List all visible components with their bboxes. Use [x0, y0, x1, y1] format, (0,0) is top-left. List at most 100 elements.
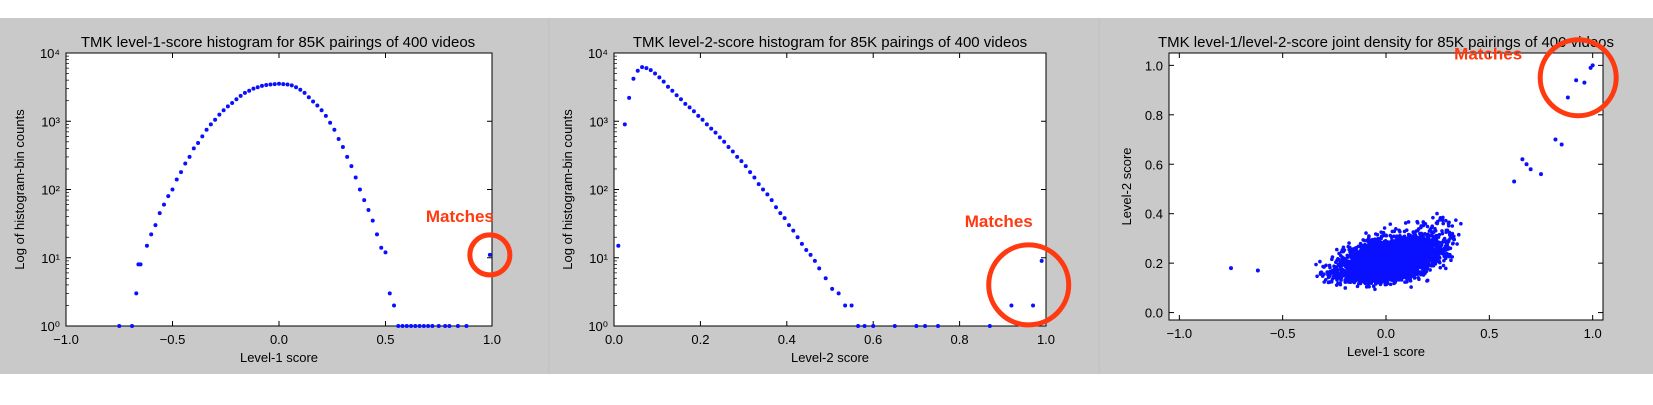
y-tick-label: 10⁴ [588, 46, 608, 61]
x-tick-label: −0.5 [160, 332, 186, 347]
data-point [426, 324, 431, 328]
data-point [294, 85, 299, 90]
data-point [217, 112, 222, 117]
data-point [769, 198, 774, 203]
x-axis-label: Level-1 score [240, 350, 318, 365]
density-point [1378, 279, 1383, 284]
density-point [1441, 221, 1446, 226]
density-point [1425, 224, 1430, 229]
density-point [1403, 252, 1407, 257]
density-point [1354, 253, 1359, 258]
density-point [1360, 251, 1365, 255]
density-point [1339, 267, 1344, 272]
density-point [1393, 258, 1397, 262]
data-point [332, 127, 337, 132]
density-point [1440, 229, 1444, 233]
data-point [862, 324, 867, 328]
y-axis-label: Log of histogram-bin counts [560, 109, 575, 270]
density-point [1359, 277, 1364, 282]
y-tick-label: 10⁴ [40, 46, 60, 61]
density-point [1378, 266, 1382, 271]
data-point [936, 324, 940, 328]
data-point [670, 88, 675, 93]
density-point [1358, 249, 1363, 253]
data-point [713, 130, 718, 135]
data-point [200, 134, 205, 139]
density-point [1373, 262, 1377, 267]
chart-title: TMK level-1-score histogram for 85K pair… [81, 34, 475, 51]
matches-annotation: Matches [965, 212, 1033, 231]
data-point [709, 126, 714, 131]
outlier-point [1565, 95, 1570, 100]
density-point [1427, 255, 1431, 260]
density-point [1354, 248, 1358, 252]
density-point [1349, 280, 1353, 284]
data-point [144, 243, 149, 248]
plot-area [613, 52, 1047, 327]
density-point [1386, 249, 1391, 254]
density-point [1388, 233, 1393, 238]
data-point [153, 223, 158, 228]
density-point [1370, 254, 1374, 258]
density-point [1394, 238, 1398, 243]
density-point [1352, 278, 1357, 282]
data-point [778, 211, 783, 216]
data-point [640, 65, 645, 70]
y-axis-label: Level-2 score [1119, 147, 1134, 225]
density-point [1373, 252, 1377, 257]
density-point [1428, 251, 1433, 255]
density-point [1442, 246, 1447, 251]
density-point [1426, 260, 1431, 265]
density-point [1382, 262, 1386, 267]
density-point [1437, 240, 1442, 245]
density-point [1420, 263, 1425, 268]
data-point [413, 324, 418, 328]
density-point [1429, 225, 1434, 230]
density-point [1415, 239, 1420, 243]
density-point [1440, 240, 1445, 245]
data-point [657, 75, 662, 80]
density-point [1378, 236, 1382, 241]
density-point [1405, 256, 1409, 261]
density-point [1456, 232, 1461, 237]
density-point [1398, 265, 1403, 269]
matches-annotation: Matches [426, 207, 494, 226]
data-point [892, 324, 897, 328]
density-point [1362, 280, 1367, 285]
y-tick-label: 0.2 [1145, 256, 1163, 271]
density-point [1370, 273, 1374, 278]
density-point [1377, 251, 1382, 256]
density-point [1449, 234, 1454, 239]
density-point [1376, 270, 1380, 275]
density-point [1397, 228, 1401, 233]
density-point [1392, 229, 1397, 234]
density-point [1381, 271, 1386, 276]
density-point [1397, 234, 1401, 239]
data-point [336, 136, 341, 141]
x-tick-label: 0.5 [376, 332, 394, 347]
density-point [1315, 274, 1319, 279]
density-point [1354, 269, 1358, 273]
density-point [1391, 265, 1395, 270]
density-point [1360, 243, 1365, 248]
density-point [1442, 258, 1446, 263]
data-point [430, 324, 435, 328]
density-point [1350, 275, 1354, 279]
y-tick-label: 10³ [41, 114, 60, 129]
data-point [914, 324, 919, 328]
density-point [1367, 265, 1372, 270]
data-point [315, 103, 320, 108]
density-point [1414, 244, 1419, 248]
density-point [1347, 241, 1351, 245]
density-point [1397, 238, 1401, 243]
density-point [1356, 277, 1361, 282]
density-point [1319, 270, 1324, 275]
density-point [1410, 235, 1414, 239]
data-point [752, 175, 757, 180]
data-point [349, 164, 354, 169]
data-point [871, 324, 876, 328]
density-point [1400, 275, 1404, 280]
density-point [1394, 252, 1398, 256]
density-point [1402, 261, 1406, 266]
density-point [1390, 248, 1395, 253]
